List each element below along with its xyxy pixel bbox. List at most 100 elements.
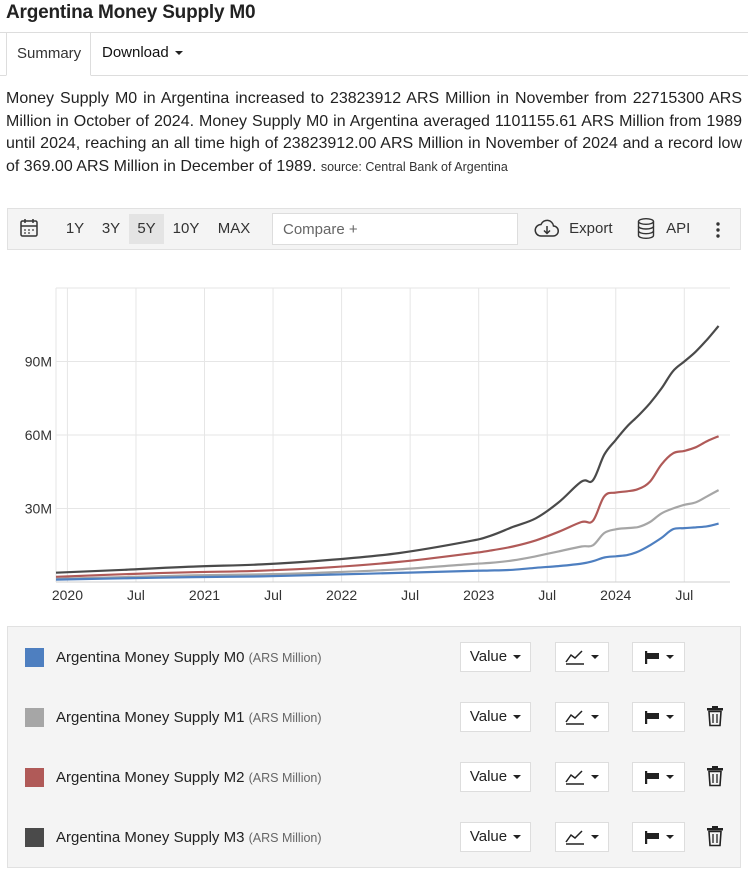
series-name: Argentina Money Supply M3 (ARS Million)	[56, 828, 322, 848]
series-unit: (ARS Million)	[248, 831, 322, 845]
y-tick-label: 60M	[25, 427, 52, 443]
tab-download[interactable]: Download	[92, 32, 193, 76]
x-tick-label: Jul	[264, 587, 282, 603]
value-dropdown[interactable]: Value	[460, 822, 531, 852]
tab-bar: Summary Download	[0, 32, 748, 76]
line-chart-icon	[565, 828, 585, 845]
caret-down-icon	[513, 715, 522, 720]
series-color-swatch	[25, 648, 44, 667]
range-max-button[interactable]: MAX	[217, 220, 251, 237]
legend-row-m0: Argentina Money Supply M0 (ARS Million) …	[8, 627, 740, 687]
legend-row-m3: Argentina Money Supply M3 (ARS Million) …	[8, 807, 740, 867]
range-5y-button[interactable]: 5Y	[129, 214, 164, 244]
chart-area: 30M 60M 90M 2020 Jul 2021 Jul 2022 Jul 2023 Jul 202…	[0, 252, 748, 622]
caret-down-icon	[174, 51, 183, 56]
flag-icon	[644, 708, 660, 725]
caret-down-icon	[513, 775, 522, 780]
tab-summary[interactable]: Summary	[6, 32, 91, 76]
tab-download-label: Download	[102, 44, 169, 61]
series-unit: (ARS Million)	[248, 771, 322, 785]
series-line-m2	[55, 435, 720, 578]
caret-down-icon	[591, 715, 599, 720]
series-name: Argentina Money Supply M2 (ARS Million)	[56, 768, 322, 788]
compare-input[interactable]	[272, 213, 518, 245]
flag-icon	[644, 648, 660, 665]
x-tick-label: 2022	[326, 587, 357, 603]
caret-down-icon	[665, 715, 674, 720]
value-dropdown-label: Value	[469, 708, 508, 725]
series-line-m1	[55, 489, 720, 580]
money-supply-chart: 30M 60M 90M 2020 Jul 2021 Jul 2022 Jul 2023 Jul 202…	[25, 287, 730, 603]
caret-down-icon	[513, 655, 522, 660]
line-chart-icon	[565, 648, 585, 665]
summary-description: Money Supply M0 in Argentina increased t…	[6, 88, 742, 178]
description-text: Money Supply M0 in Argentina increased t…	[6, 90, 742, 175]
range-3y-button[interactable]: 3Y	[101, 220, 121, 237]
x-tick-label: 2023	[463, 587, 494, 603]
series-unit: (ARS Million)	[248, 651, 322, 665]
range-1y-button[interactable]: 1Y	[65, 220, 85, 237]
value-dropdown-label: Value	[469, 828, 508, 845]
series-name: Argentina Money Supply M1 (ARS Million)	[56, 708, 322, 728]
api-button[interactable]: API	[636, 209, 690, 249]
value-dropdown[interactable]: Value	[460, 642, 531, 672]
more-options-icon[interactable]	[712, 209, 724, 249]
series-color-swatch	[25, 708, 44, 727]
api-label: API	[666, 220, 691, 237]
line-chart-icon	[565, 708, 585, 725]
x-tick-label: 2020	[52, 587, 83, 603]
export-button[interactable]: Export	[534, 209, 613, 249]
trash-icon[interactable]	[706, 765, 724, 787]
caret-down-icon	[513, 835, 522, 840]
series-color-swatch	[25, 768, 44, 787]
page-title: Argentina Money Supply M0	[6, 2, 256, 23]
chart-type-dropdown[interactable]	[555, 702, 609, 732]
axis-flag-dropdown[interactable]	[632, 642, 685, 672]
legend-row-m2: Argentina Money Supply M2 (ARS Million) …	[8, 747, 740, 807]
series-unit: (ARS Million)	[248, 711, 322, 725]
x-tick-label: Jul	[401, 587, 419, 603]
x-tick-label: Jul	[127, 587, 145, 603]
caret-down-icon	[591, 655, 599, 660]
chart-toolbar: 1Y 3Y 5Y 10Y MAX Export API	[7, 208, 741, 250]
series-name-text: Argentina Money Supply M0	[56, 649, 245, 666]
range-10y-button[interactable]: 10Y	[172, 220, 200, 237]
line-chart-icon	[565, 768, 585, 785]
export-label: Export	[569, 220, 613, 237]
source-note: source: Central Bank of Argentina	[320, 159, 508, 174]
caret-down-icon	[665, 835, 674, 840]
x-tick-label: Jul	[675, 587, 693, 603]
caret-down-icon	[591, 775, 599, 780]
flag-icon	[644, 768, 660, 785]
database-icon	[636, 217, 660, 239]
value-dropdown-label: Value	[469, 768, 508, 785]
value-dropdown[interactable]: Value	[460, 702, 531, 732]
series-name: Argentina Money Supply M0 (ARS Million)	[56, 648, 322, 668]
chart-type-dropdown[interactable]	[555, 762, 609, 792]
trash-icon[interactable]	[706, 825, 724, 847]
value-dropdown[interactable]: Value	[460, 762, 531, 792]
x-tick-label: 2024	[600, 587, 631, 603]
axis-flag-dropdown[interactable]	[632, 762, 685, 792]
chart-type-dropdown[interactable]	[555, 822, 609, 852]
y-tick-label: 90M	[25, 354, 52, 370]
cloud-download-icon	[534, 219, 564, 237]
trash-icon[interactable]	[706, 705, 724, 727]
series-line-m3	[55, 325, 720, 574]
axis-flag-dropdown[interactable]	[632, 822, 685, 852]
flag-icon	[644, 828, 660, 845]
value-dropdown-label: Value	[469, 648, 508, 665]
x-tick-label: 2021	[189, 587, 220, 603]
series-name-text: Argentina Money Supply M3	[56, 829, 245, 846]
chart-type-dropdown[interactable]	[555, 642, 609, 672]
axis-flag-dropdown[interactable]	[632, 702, 685, 732]
series-name-text: Argentina Money Supply M1	[56, 709, 245, 726]
series-legend: Argentina Money Supply M0 (ARS Million) …	[7, 626, 741, 868]
caret-down-icon	[665, 775, 674, 780]
legend-row-m1: Argentina Money Supply M1 (ARS Million) …	[8, 687, 740, 747]
y-tick-label: 30M	[25, 501, 52, 517]
x-tick-label: Jul	[538, 587, 556, 603]
series-name-text: Argentina Money Supply M2	[56, 769, 245, 786]
caret-down-icon	[591, 835, 599, 840]
calendar-icon[interactable]	[19, 209, 39, 249]
